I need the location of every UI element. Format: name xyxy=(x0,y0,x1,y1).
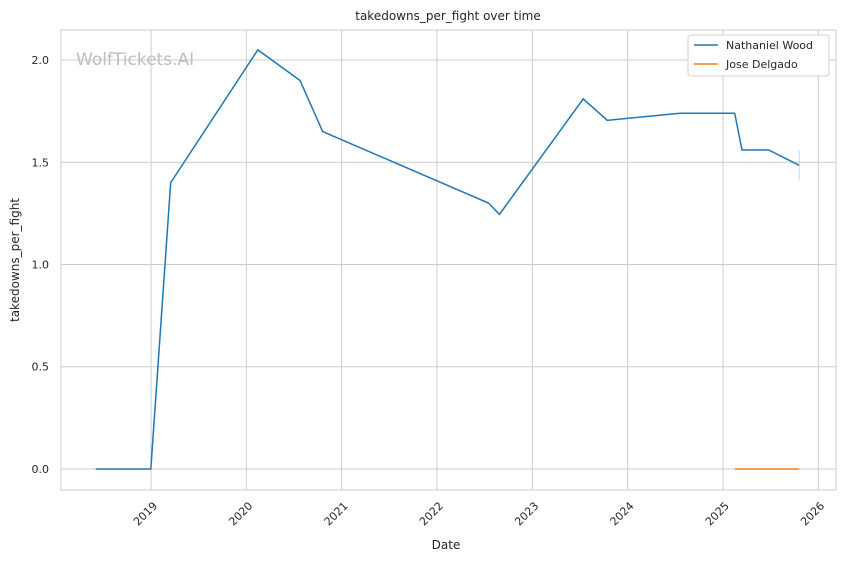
x-tick-label: 2023 xyxy=(512,499,541,528)
x-tick-label: 2025 xyxy=(703,499,732,528)
x-tick-label: 2019 xyxy=(131,499,160,528)
legend-label-jose-delgado: Jose Delgado xyxy=(725,58,798,71)
legend: Nathaniel Wood Jose Delgado xyxy=(687,34,830,77)
x-tick-label: 2020 xyxy=(226,499,255,528)
y-tick-label: 0.0 xyxy=(32,463,50,476)
y-tick-label: 1.0 xyxy=(32,258,50,271)
y-axis-label: takedowns_per_fight xyxy=(8,198,22,322)
x-tick-label: 2021 xyxy=(322,499,351,528)
x-tick-label: 2022 xyxy=(417,499,446,528)
x-tick-label: 2024 xyxy=(608,499,637,528)
plot-frame xyxy=(60,29,837,491)
y-tick-label: 2.0 xyxy=(32,54,50,67)
watermark: WolfTickets.AI xyxy=(76,50,194,70)
series-line-nathaniel-wood xyxy=(95,48,800,470)
x-tick-label: 2026 xyxy=(798,499,827,528)
y-tick-label: 0.5 xyxy=(32,361,50,374)
x-axis-label: Date xyxy=(432,538,461,552)
legend-label-nathaniel-wood: Nathaniel Wood xyxy=(726,39,813,52)
chart-title: takedowns_per_fight over time xyxy=(355,9,541,23)
y-tick-label: 1.5 xyxy=(32,156,50,169)
